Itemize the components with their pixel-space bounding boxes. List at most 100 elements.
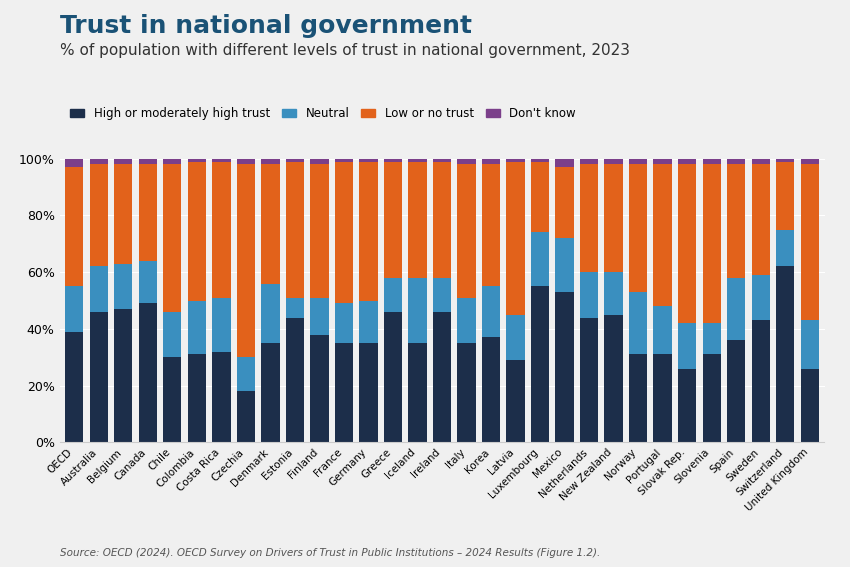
Bar xyxy=(776,266,795,442)
Bar xyxy=(236,391,255,442)
Bar xyxy=(236,164,255,357)
Bar xyxy=(310,298,329,335)
Bar xyxy=(360,159,377,162)
Bar xyxy=(335,343,353,442)
Bar xyxy=(383,159,402,162)
Bar xyxy=(531,286,549,442)
Bar xyxy=(212,352,230,442)
Bar xyxy=(678,159,696,164)
Bar xyxy=(433,312,451,442)
Bar xyxy=(727,278,745,340)
Bar xyxy=(580,318,598,442)
Bar xyxy=(65,286,83,332)
Bar xyxy=(212,298,230,352)
Bar xyxy=(629,354,648,442)
Bar xyxy=(776,230,795,266)
Bar xyxy=(801,164,819,320)
Bar xyxy=(261,284,280,343)
Bar xyxy=(629,159,648,164)
Bar xyxy=(236,159,255,164)
Bar xyxy=(580,272,598,318)
Bar xyxy=(114,164,133,264)
Bar xyxy=(751,164,770,275)
Bar xyxy=(555,167,574,238)
Bar xyxy=(654,164,672,306)
Bar xyxy=(751,159,770,164)
Bar xyxy=(408,343,427,442)
Bar xyxy=(604,272,623,315)
Bar xyxy=(286,162,304,298)
Bar xyxy=(751,275,770,320)
Bar xyxy=(383,312,402,442)
Bar xyxy=(580,159,598,164)
Bar xyxy=(776,159,795,162)
Bar xyxy=(751,320,770,442)
Text: % of population with different levels of trust in national government, 2023: % of population with different levels of… xyxy=(60,43,630,57)
Bar xyxy=(531,159,549,162)
Bar xyxy=(555,292,574,442)
Bar xyxy=(678,369,696,442)
Bar xyxy=(727,159,745,164)
Bar xyxy=(335,162,353,303)
Bar xyxy=(457,343,476,442)
Text: Source: OECD (2024). OECD Survey on Drivers of Trust in Public Institutions – 20: Source: OECD (2024). OECD Survey on Driv… xyxy=(60,548,600,558)
Bar xyxy=(286,159,304,162)
Bar xyxy=(457,298,476,343)
Bar xyxy=(335,159,353,162)
Bar xyxy=(482,159,501,164)
Bar xyxy=(801,369,819,442)
Bar xyxy=(654,159,672,164)
Bar xyxy=(408,162,427,278)
Bar xyxy=(261,343,280,442)
Bar xyxy=(286,318,304,442)
Bar xyxy=(188,159,206,162)
Bar xyxy=(114,159,133,164)
Bar xyxy=(654,306,672,354)
Bar xyxy=(580,164,598,272)
Bar xyxy=(408,278,427,343)
Bar xyxy=(457,164,476,298)
Bar xyxy=(702,354,721,442)
Bar xyxy=(163,357,182,442)
Bar xyxy=(139,303,157,442)
Bar xyxy=(482,164,501,286)
Text: Trust in national government: Trust in national government xyxy=(60,14,472,38)
Bar xyxy=(360,301,377,343)
Bar xyxy=(433,162,451,278)
Bar xyxy=(310,159,329,164)
Bar xyxy=(801,159,819,164)
Bar xyxy=(457,159,476,164)
Bar xyxy=(531,162,549,232)
Bar xyxy=(310,335,329,442)
Bar xyxy=(702,159,721,164)
Bar xyxy=(629,164,648,292)
Bar xyxy=(261,164,280,284)
Bar xyxy=(604,159,623,164)
Bar xyxy=(408,159,427,162)
Bar xyxy=(188,162,206,301)
Bar xyxy=(507,159,524,162)
Bar xyxy=(727,164,745,278)
Bar xyxy=(89,312,108,442)
Bar xyxy=(188,354,206,442)
Bar xyxy=(236,357,255,391)
Bar xyxy=(678,164,696,323)
Bar xyxy=(702,164,721,323)
Bar xyxy=(114,264,133,309)
Bar xyxy=(360,343,377,442)
Bar xyxy=(163,164,182,312)
Bar xyxy=(65,332,83,442)
Bar xyxy=(776,162,795,230)
Bar xyxy=(555,159,574,167)
Legend: High or moderately high trust, Neutral, Low or no trust, Don't know: High or moderately high trust, Neutral, … xyxy=(65,102,581,125)
Bar xyxy=(114,309,133,442)
Bar xyxy=(65,159,83,167)
Bar xyxy=(163,312,182,357)
Bar xyxy=(433,278,451,312)
Bar xyxy=(702,323,721,354)
Bar xyxy=(482,337,501,442)
Bar xyxy=(188,301,206,354)
Bar xyxy=(286,298,304,318)
Bar xyxy=(678,323,696,369)
Bar xyxy=(261,159,280,164)
